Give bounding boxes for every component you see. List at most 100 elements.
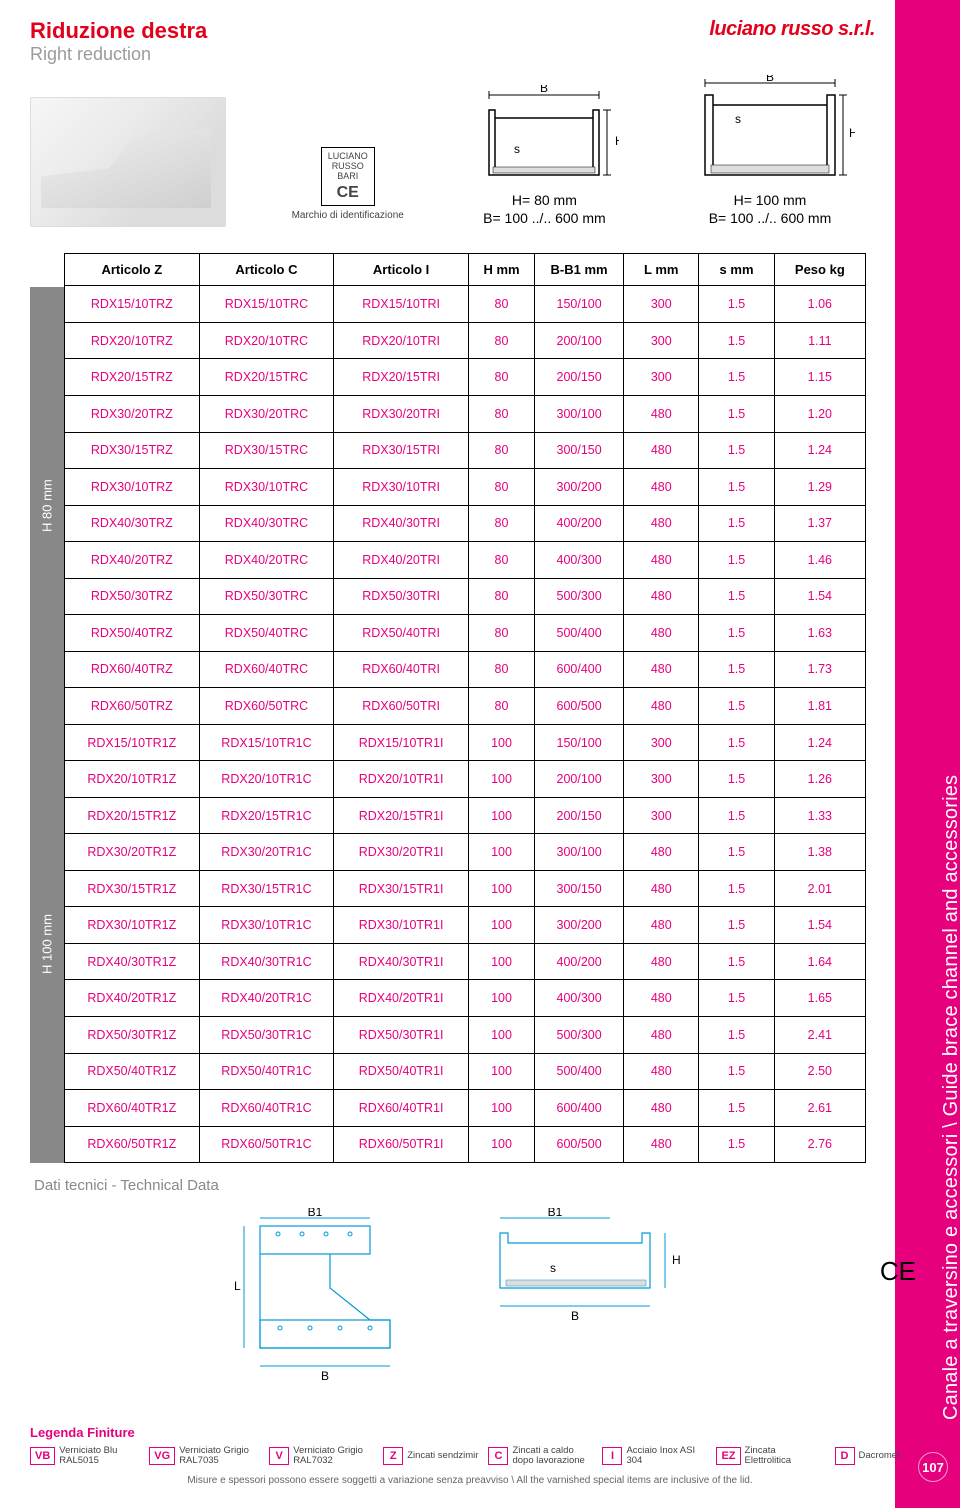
legenda-code: EZ <box>716 1447 740 1465</box>
table-row: RDX60/50TR1ZRDX60/50TR1CRDX60/50TR1I1006… <box>65 1126 866 1163</box>
table-row: RDX15/10TR1ZRDX15/10TR1CRDX15/10TR1I1001… <box>65 724 866 761</box>
content-area: Riduzione destra Right reduction luciano… <box>0 0 895 1388</box>
table-row: RDX20/10TR1ZRDX20/10TR1CRDX20/10TR1I1002… <box>65 761 866 798</box>
table-cell: RDX40/20TR1C <box>199 980 334 1017</box>
table-cell: 100 <box>468 1053 534 1090</box>
table-cell: 100 <box>468 1017 534 1054</box>
table-cell: RDX30/20TRC <box>199 395 334 432</box>
table-cell: 1.5 <box>699 1017 774 1054</box>
table-cell: RDX50/30TR1C <box>199 1017 334 1054</box>
legenda-item: CZincati a caldo dopo lavorazione <box>488 1446 592 1465</box>
table-cell: RDX40/20TRZ <box>65 542 200 579</box>
table-cell: 200/150 <box>535 797 624 834</box>
col-header: L mm <box>624 254 699 286</box>
data-table: Articolo ZArticolo CArticolo IH mmB-B1 m… <box>64 253 866 1163</box>
table-cell: 300/150 <box>535 432 624 469</box>
table-cell: RDX50/40TR1I <box>334 1053 469 1090</box>
table-cell: 1.5 <box>699 1053 774 1090</box>
legenda-item: VBVerniciato Blu RAL5015 <box>30 1446 139 1465</box>
table-cell: RDX40/20TR1I <box>334 980 469 1017</box>
ce-mark-box: LUCIANO RUSSO BARI CE <box>321 147 375 206</box>
table-row: RDX40/30TRZRDX40/30TRCRDX40/30TRI80400/2… <box>65 505 866 542</box>
table-cell: RDX20/15TRI <box>334 359 469 396</box>
table-cell: 480 <box>624 834 699 871</box>
legenda-desc: Zincati sendzimir <box>407 1451 478 1461</box>
svg-text:H: H <box>672 1253 681 1267</box>
table-cell: 80 <box>468 505 534 542</box>
table-cell: 100 <box>468 797 534 834</box>
table-cell: 2.61 <box>774 1090 865 1127</box>
table-cell: 300/200 <box>535 907 624 944</box>
table-cell: 100 <box>468 980 534 1017</box>
table-cell: 1.46 <box>774 542 865 579</box>
legenda: Legenda Finiture VBVerniciato Blu RAL501… <box>30 1425 910 1486</box>
svg-text:s: s <box>550 1261 556 1275</box>
table-row: RDX40/20TR1ZRDX40/20TR1CRDX40/20TR1I1004… <box>65 980 866 1017</box>
table-cell: 600/400 <box>535 651 624 688</box>
ce-caption: Marchio di identificazione <box>292 210 404 221</box>
table-cell: 1.15 <box>774 359 865 396</box>
table-cell: 1.5 <box>699 542 774 579</box>
col-header: s mm <box>699 254 774 286</box>
table-cell: RDX40/20TRC <box>199 542 334 579</box>
table-cell: RDX50/30TR1Z <box>65 1017 200 1054</box>
table-row: RDX20/15TRZRDX20/15TRCRDX20/15TRI80200/1… <box>65 359 866 396</box>
legenda-desc: Zincati a caldo dopo lavorazione <box>512 1446 592 1465</box>
table-cell: 1.5 <box>699 615 774 652</box>
ce-line3: BARI <box>328 172 368 182</box>
table-cell: 480 <box>624 505 699 542</box>
table-cell: RDX50/30TRI <box>334 578 469 615</box>
table-cell: 100 <box>468 907 534 944</box>
table-cell: 80 <box>468 286 534 323</box>
table-cell: 300/100 <box>535 834 624 871</box>
svg-text:L: L <box>234 1279 241 1293</box>
profile-a-b: B= 100 ../.. 600 mm <box>469 209 619 227</box>
legenda-code: I <box>602 1447 622 1465</box>
table-cell: 400/200 <box>535 943 624 980</box>
table-cell: 1.5 <box>699 322 774 359</box>
table-cell: 80 <box>468 322 534 359</box>
table-cell: 1.24 <box>774 432 865 469</box>
table-cell: 480 <box>624 870 699 907</box>
col-header: B-B1 mm <box>535 254 624 286</box>
table-row: RDX50/40TR1ZRDX50/40TR1CRDX50/40TR1I1005… <box>65 1053 866 1090</box>
table-cell: RDX30/15TRI <box>334 432 469 469</box>
tech-data-label: Dati tecnici - Technical Data <box>34 1177 875 1194</box>
table-cell: RDX60/50TRC <box>199 688 334 725</box>
page-subtitle: Right reduction <box>30 44 207 65</box>
legenda-item: DDacromet <box>835 1446 900 1465</box>
table-cell: RDX60/50TR1I <box>334 1126 469 1163</box>
svg-text:B: B <box>571 1309 579 1323</box>
profile-b-b: B= 100 ../.. 600 mm <box>685 209 855 227</box>
top-diagrams: LUCIANO RUSSO BARI CE Marchio di identif… <box>30 75 875 227</box>
table-cell: 1.5 <box>699 578 774 615</box>
table-cell: 600/500 <box>535 1126 624 1163</box>
section-view-svg: B1 s H B <box>470 1208 690 1338</box>
table-cell: RDX50/40TR1C <box>199 1053 334 1090</box>
table-cell: RDX20/15TR1C <box>199 797 334 834</box>
table-cell: RDX15/10TRC <box>199 286 334 323</box>
table-cell: 2.50 <box>774 1053 865 1090</box>
table-cell: 480 <box>624 688 699 725</box>
legenda-item: IAcciaio Inox ASI 304 <box>602 1446 706 1465</box>
table-row: RDX30/10TR1ZRDX30/10TR1CRDX30/10TR1I1003… <box>65 907 866 944</box>
lbl-s: s <box>514 142 520 156</box>
table-cell: 600/400 <box>535 1090 624 1127</box>
table-cell: 1.54 <box>774 907 865 944</box>
table-cell: 1.5 <box>699 761 774 798</box>
page-title: Riduzione destra <box>30 18 207 44</box>
table-cell: 400/300 <box>535 542 624 579</box>
table-cell: RDX30/15TR1C <box>199 870 334 907</box>
table-row: RDX30/20TRZRDX30/20TRCRDX30/20TRI80300/1… <box>65 395 866 432</box>
table-cell: RDX50/40TR1Z <box>65 1053 200 1090</box>
lbl-B2: B <box>766 75 774 84</box>
table-cell: RDX15/10TR1C <box>199 724 334 761</box>
profile-a-h: H= 80 mm <box>469 191 619 209</box>
table-row: RDX30/15TR1ZRDX30/15TR1CRDX30/15TR1I1003… <box>65 870 866 907</box>
svg-text:B1: B1 <box>308 1208 323 1219</box>
table-row: RDX15/10TRZRDX15/10TRCRDX15/10TRI80150/1… <box>65 286 866 323</box>
table-cell: RDX60/50TRZ <box>65 688 200 725</box>
table-cell: RDX20/15TRC <box>199 359 334 396</box>
table-cell: 300 <box>624 724 699 761</box>
legenda-item: VGVerniciato Grigio RAL7035 <box>149 1446 259 1465</box>
